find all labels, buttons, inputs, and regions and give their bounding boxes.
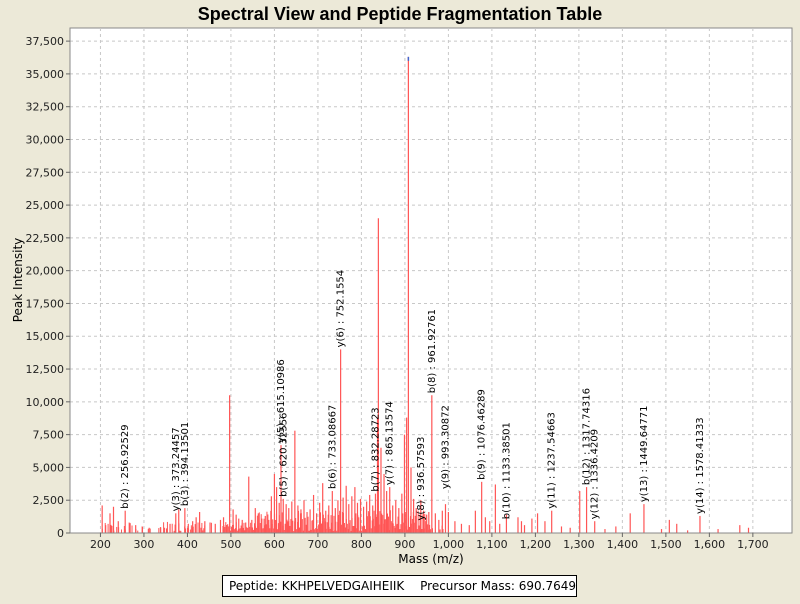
- x-tick-label: 400: [177, 538, 198, 551]
- peptide-info-box: Peptide: KKHPELVEDGAIHEIIK Precursor Mas…: [222, 575, 577, 597]
- fragment-label: b(9) : 1076.46289: [477, 389, 488, 480]
- peptide-label: Peptide: KKHPELVEDGAIHEIIK: [229, 579, 405, 593]
- x-tick-label: 200: [90, 538, 111, 551]
- x-tick-label: 1,000: [433, 538, 465, 551]
- fragment-label: b(3) : 394.13501: [180, 422, 191, 506]
- fragment-label: y(14) : 1578.41333: [695, 417, 706, 514]
- y-tick-label: 7,500: [33, 429, 65, 442]
- y-tick-label: 27,500: [26, 166, 65, 179]
- peak-series: [101, 56, 750, 533]
- axes: 200 300 400 500 600 700 800 900 1,000 1,100 1,200 1…: [26, 28, 792, 551]
- y-tick-label: 20,000: [26, 265, 65, 278]
- y-tick-label: 32,500: [26, 101, 65, 114]
- fragment-label: y(3) : 373.24457: [171, 427, 182, 511]
- fragment-label: b(10) : 1133.38501: [501, 422, 512, 519]
- plot-area: [69, 27, 793, 534]
- precursor-mass-label: Precursor Mass: 690.7649: [420, 579, 577, 593]
- gridlines: [70, 28, 792, 533]
- y-tick-label: 22,500: [26, 232, 65, 245]
- fragment-label: y(7) : 865.13574: [385, 401, 396, 485]
- x-tick-label: 1,400: [607, 538, 639, 551]
- fragment-label: y(12) : 1336.4209: [590, 429, 601, 519]
- y-tick-label: 12,500: [26, 363, 65, 376]
- x-tick-label: 1,600: [694, 538, 726, 551]
- fragment-label: y(8) : 936.57593: [416, 437, 427, 521]
- x-tick-label: 1,300: [563, 538, 595, 551]
- fragment-label: b(7) : 832.28723: [370, 407, 381, 491]
- x-tick-label: 700: [307, 538, 328, 551]
- x-tick-label: 800: [351, 538, 372, 551]
- x-tick-label: 1,700: [737, 538, 769, 551]
- y-tick-label: 10,000: [26, 396, 65, 409]
- y-tick-label: 25,000: [26, 199, 65, 212]
- x-tick-label: 1,500: [650, 538, 682, 551]
- chart-title: Spectral View and Peptide Fragmentation …: [198, 4, 602, 24]
- x-tick-label: 500: [220, 538, 241, 551]
- x-tick-label: 300: [133, 538, 154, 551]
- fragment-label: y(9) : 993.30872: [440, 405, 451, 489]
- y-tick-label: 15,000: [26, 330, 65, 343]
- fragment-label: y(13) : 1449.64771: [639, 406, 650, 503]
- fragment-label: y(5) : 615.10986: [276, 359, 287, 443]
- fragment-label: b(8) : 961.92761: [427, 309, 438, 393]
- fragment-label: b(6) : 733.08667: [327, 405, 338, 489]
- x-tick-label: 600: [264, 538, 285, 551]
- y-tick-label: 30,000: [26, 133, 65, 146]
- y-tick-label: 37,500: [26, 35, 65, 48]
- x-tick-label: 1,100: [476, 538, 508, 551]
- fragment-label: y(6) : 752.1554: [336, 270, 347, 348]
- y-tick-label: 35,000: [26, 68, 65, 81]
- x-tick-label: 1,200: [520, 538, 552, 551]
- fragment-label: b(2) : 256.92529: [120, 424, 131, 508]
- y-tick-label: 17,500: [26, 297, 65, 310]
- y-tick-label: 0: [57, 527, 64, 540]
- fragment-label: y(11) : 1237.54663: [547, 412, 558, 509]
- x-axis-label: Mass (m/z): [398, 552, 463, 566]
- y-tick-label: 2,500: [33, 494, 65, 507]
- y-tick-label: 5,000: [33, 461, 65, 474]
- x-tick-label: 900: [394, 538, 415, 551]
- y-axis-label: Peak Intensity: [11, 238, 25, 323]
- fragment-label: b(5) : 620.32556: [278, 413, 289, 497]
- fragment-label: b(12) : 1317.74316: [582, 388, 593, 485]
